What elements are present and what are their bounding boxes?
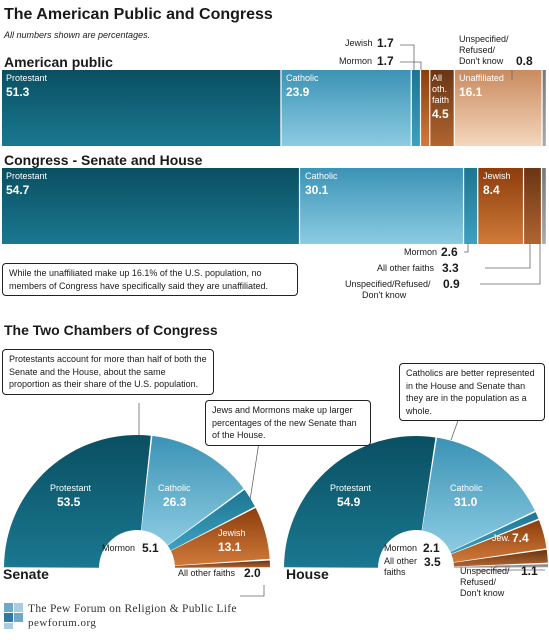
public-jewish-label: Jewish (345, 38, 373, 48)
public-other-label-line1: All (432, 73, 443, 83)
public-unspecified-value: 0.8 (516, 54, 533, 68)
callout-catholics: Catholics are better represented in the … (399, 363, 545, 421)
public-bar-mormon (411, 70, 420, 146)
congress-jewish-label: Jewish (483, 171, 511, 181)
public-other-label: All oth. faith (432, 73, 449, 106)
congress-other-label: All other faiths (377, 263, 435, 273)
senate-catholic-value: 26.3 (163, 495, 187, 509)
public-unspecified-line1: Unspecified/ (459, 34, 509, 44)
house-catholic-label: Catholic (450, 483, 483, 493)
congress-bar-catholic (300, 168, 463, 244)
house-other-label: All other faiths (384, 556, 417, 578)
senate-protestant-value: 53.5 (57, 495, 81, 509)
page-subtitle: All numbers shown are percentages. (4, 30, 151, 40)
congress-unspecified-label: Unspecified/Refused/ Don't know (345, 279, 431, 301)
house-protestant-label: Protestant (330, 483, 372, 493)
house-slice-jew (451, 520, 547, 563)
congress-protestant-value: 54.7 (6, 183, 30, 197)
congress-catholic-value: 30.1 (305, 183, 329, 197)
congress-unspecified-value: 0.9 (443, 277, 460, 291)
callout-unaffiliated: While the unaffiliated make up 16.1% of … (2, 263, 298, 296)
house-slice-all-other-faiths (453, 549, 548, 567)
senate-slice-protestant (4, 435, 151, 568)
senate-slice-catholic (141, 435, 244, 546)
congress-bar-unspecified-refused-don-t-know (542, 168, 546, 244)
public-bar-catholic (281, 70, 411, 146)
public-catholic-value: 23.9 (286, 85, 310, 99)
congress-catholic-label: Catholic (305, 171, 338, 181)
senate-mormon-value: 5.1 (142, 541, 159, 555)
house-unspecified-line2: Refused/ (460, 577, 497, 587)
house-other-line2: faiths (384, 567, 406, 577)
congress-bar-all-other-faiths (524, 168, 541, 244)
house-unspecified-line1: Unspecified/ (460, 566, 510, 576)
public-unspecified-label: Unspecified/ Refused/ Don't know (459, 34, 509, 67)
house-other-value: 3.5 (424, 555, 441, 569)
house-slice-catholic (422, 437, 535, 552)
house-other-line1: All other (384, 556, 418, 566)
callout-protestants: Protestants account for more than half o… (2, 349, 214, 395)
congress-chart-title: Congress - Senate and House (4, 152, 203, 168)
house-title: House (286, 566, 329, 582)
public-unspecified-line2: Refused/ (459, 45, 496, 55)
house-mormon-value: 2.1 (423, 541, 440, 555)
public-mormon-label: Mormon (339, 56, 373, 66)
public-bar-all-oth-faith (430, 70, 454, 146)
public-protestant-value: 51.3 (6, 85, 30, 99)
house-slice-protestant (284, 435, 436, 568)
public-bar-protestant (2, 70, 281, 146)
senate-slice-mormon (167, 489, 255, 551)
footer-site: pewforum.org (28, 617, 97, 629)
page-title: The American Public and Congress (4, 6, 273, 23)
pew-logo-icon (4, 603, 24, 629)
senate-jewish-label: Jewish (218, 528, 246, 538)
section2-title: The Two Chambers of Congress (4, 322, 218, 338)
congress-jewish-value: 8.4 (483, 183, 500, 197)
congress-bar-protestant (2, 168, 299, 244)
house-unspecified-label: Unspecified/ Refused/ Don't know (460, 566, 510, 599)
house-catholic-value: 31.0 (454, 495, 478, 509)
senate-slice-jewish (170, 507, 270, 566)
congress-other-value: 3.3 (442, 261, 459, 275)
public-protestant-label: Protestant (6, 73, 48, 83)
public-bar-unaffiliated (454, 70, 542, 146)
congress-protestant-label: Protestant (6, 171, 48, 181)
house-mormon-label: Mormon (384, 543, 418, 553)
senate-slice-all-other-faiths (174, 560, 270, 568)
senate-protestant-label: Protestant (50, 483, 92, 493)
congress-unspecified-line1: Unspecified/Refused/ (345, 279, 431, 289)
public-bar-jewish (421, 70, 430, 146)
public-other-value: 4.5 (432, 107, 449, 121)
public-chart-title: American public (4, 54, 113, 70)
senate-mormon-label: Mormon (102, 543, 136, 553)
house-jewish-value: 7.4 (512, 531, 529, 545)
public-mormon-value: 1.7 (377, 54, 394, 68)
senate-title: Senate (3, 566, 49, 582)
house-slice-mormon (450, 512, 539, 554)
callout-jews-mormons: Jews and Mormons make up larger percenta… (205, 400, 371, 446)
senate-other-label: All other faiths (178, 568, 236, 578)
congress-mormon-label: Mormon (404, 247, 438, 257)
public-catholic-label: Catholic (286, 73, 319, 83)
public-jewish-value: 1.7 (377, 36, 394, 50)
congress-unspecified-line2: Don't know (362, 290, 407, 300)
public-unaffiliated-label: Unaffiliated (459, 73, 504, 83)
senate-catholic-label: Catholic (158, 483, 191, 493)
public-other-label-line2: oth. (432, 84, 448, 94)
senate-other-value: 2.0 (244, 566, 261, 580)
public-unspecified-line3: Don't know (459, 56, 504, 66)
congress-bar-mormon (464, 168, 478, 244)
public-bar-unspecified-refused-don-t-know (542, 70, 546, 146)
public-unaffiliated-value: 16.1 (459, 85, 483, 99)
footer-org: The Pew Forum on Religion & Public Life (28, 603, 237, 615)
congress-bar-jewish (478, 168, 523, 244)
house-protestant-value: 54.9 (337, 495, 361, 509)
house-unspecified-line3: Don't know (460, 588, 505, 598)
house-unspecified-value: 1.1 (521, 564, 538, 578)
public-other-label-line3: faith (432, 95, 450, 105)
congress-mormon-value: 2.6 (441, 245, 458, 259)
house-jewish-label: Jew. (492, 533, 511, 543)
senate-jewish-value: 13.1 (218, 540, 242, 554)
